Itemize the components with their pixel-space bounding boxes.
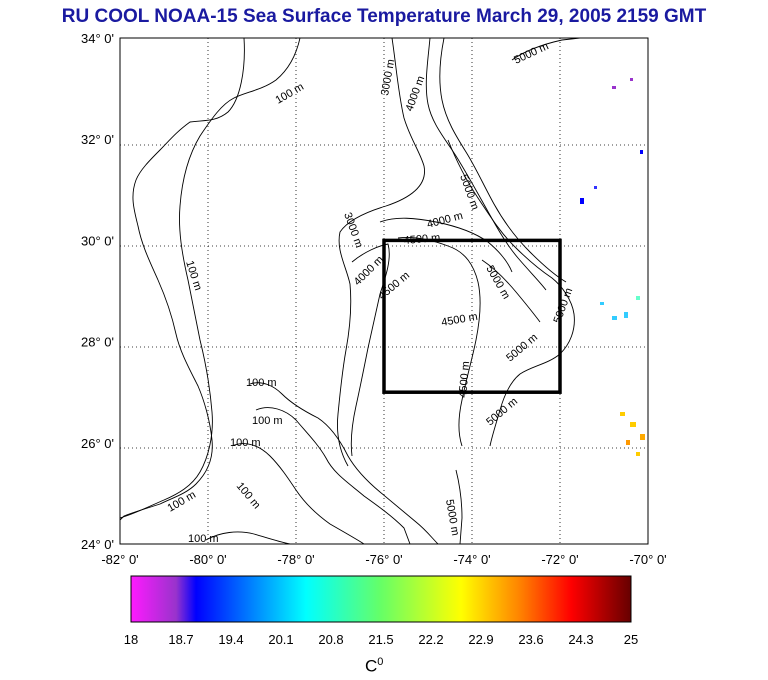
contour-label: 100 m <box>188 533 219 545</box>
bahamas-bank-3 <box>205 531 291 544</box>
isobath-100m-florida <box>120 38 301 519</box>
bahamas-bank <box>255 407 411 544</box>
isobath-4000m <box>425 38 547 291</box>
lat-tick-label: 30° 0' <box>81 233 114 248</box>
lon-tick-label: -76° 0' <box>365 552 402 567</box>
lat-tick-label: 24° 0' <box>81 537 114 552</box>
lat-tick-label: 32° 0' <box>81 132 114 147</box>
lon-tick-label: -78° 0' <box>277 552 314 567</box>
colorbar-tick: 22.9 <box>468 632 493 647</box>
contour-label: 100 m <box>252 415 283 427</box>
colorbar-tick: 18.7 <box>168 632 193 647</box>
lat-tick-label: 28° 0' <box>81 335 114 350</box>
bahamas-bank-2 <box>231 443 365 544</box>
isobath-4500m <box>439 38 567 283</box>
contour-label: 4500 m <box>403 232 441 247</box>
isobath-3000m <box>337 38 425 467</box>
map-title: RU COOL NOAA-15 Sea Surface Temperature … <box>61 6 707 27</box>
isobath-4000m-2 <box>379 217 513 273</box>
isobath-5000m-4 <box>455 469 463 544</box>
contour-label: 100 m <box>246 377 277 389</box>
bahamas-outline <box>249 382 439 544</box>
lat-tick-label: 34° 0' <box>81 31 114 46</box>
colorbar-tick: 21.5 <box>368 632 393 647</box>
contour-label: 100 m <box>230 437 261 449</box>
lon-tick-label: -70° 0' <box>629 552 666 567</box>
sst-pixels <box>580 78 645 456</box>
latitude-tick-labels: 34° 0' 32° 0' 30° 0' 28° 0' 26° 0' 24° 0' <box>81 31 114 552</box>
study-box <box>382 238 562 394</box>
colorbar-tick: 24.3 <box>568 632 593 647</box>
isobath-5000m-3 <box>481 259 541 323</box>
colorbar-tick: 25 <box>624 632 638 647</box>
colorbar-tick: 19.4 <box>218 632 243 647</box>
lon-tick-label: -82° 0' <box>101 552 138 567</box>
isobath-5000m-2 <box>447 139 575 447</box>
lat-tick-label: 26° 0' <box>81 436 114 451</box>
colorbar <box>130 575 632 623</box>
lon-tick-label: -74° 0' <box>453 552 490 567</box>
longitude-tick-labels: -82° 0' -80° 0' -78° 0' -76° 0' -74° 0' -72° … <box>101 552 666 567</box>
lon-tick-label: -72° 0' <box>541 552 578 567</box>
colorbar-tick: 20.8 <box>318 632 343 647</box>
colorbar-tick: 20.1 <box>268 632 293 647</box>
isobath-5000m <box>511 38 581 61</box>
contour-label: 4500 m <box>457 361 472 399</box>
isobath-4500m-2 <box>397 237 481 447</box>
colorbar-unit: C0 <box>365 656 384 676</box>
coastline <box>120 38 245 521</box>
lon-tick-label: -80° 0' <box>189 552 226 567</box>
colorbar-tick-labels: 18 18.7 19.4 20.1 20.8 21.5 22.2 22.9 23.6 24.3 25 <box>124 632 638 647</box>
colorbar-tick: 22.2 <box>418 632 443 647</box>
colorbar-tick: 18 <box>124 632 138 647</box>
colorbar-tick: 23.6 <box>518 632 543 647</box>
